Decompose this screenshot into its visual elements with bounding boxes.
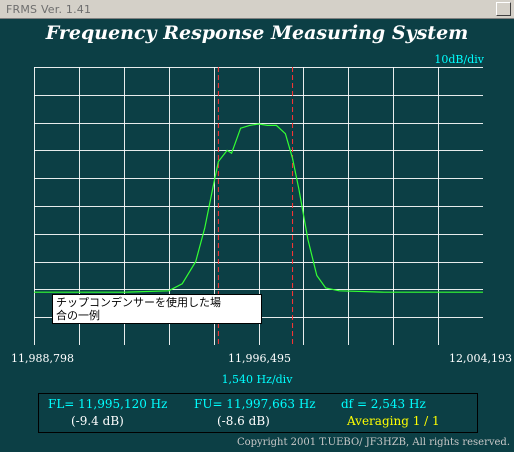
lower-frequency-readout: FL= 11,995,120 Hz — [48, 397, 168, 411]
bandwidth-readout: df = 2,543 Hz — [341, 397, 426, 411]
horizontal-scale-label: 1,540 Hz/div — [221, 373, 293, 386]
response-trace — [34, 123, 483, 293]
window-title-bar: FRMS Ver. 1.41 — [0, 0, 514, 19]
x-tick-left: 11,988,798 — [11, 352, 74, 365]
annotation-note-line-2: 合の一例 — [56, 309, 100, 322]
upper-frequency-readout: FU= 11,997,663 Hz — [194, 397, 316, 411]
measurement-results-panel: FL= 11,995,120 Hz (-9.4 dB) FU= 11,997,6… — [38, 393, 478, 433]
upper-frequency-level: (-8.6 dB) — [217, 414, 270, 428]
annotation-note: チップコンデンサーを使用した場 合の一例 — [52, 294, 262, 324]
x-tick-center: 11,996,495 — [228, 352, 291, 365]
copyright-notice: Copyright 2001 T.UEBO/ JF3HZB, All right… — [236, 437, 510, 448]
annotation-note-line-1: チップコンデンサーを使用した場 — [56, 296, 221, 309]
vertical-scale-label: 10dB/div — [434, 53, 484, 66]
lower-frequency-level: (-9.4 dB) — [71, 414, 124, 428]
averaging-readout: Averaging 1 / 1 — [347, 414, 440, 428]
x-tick-right: 12,004,193 — [449, 352, 512, 365]
window-title: FRMS Ver. 1.41 — [6, 3, 92, 16]
app-heading: Frequency Response Measuring System — [45, 22, 469, 44]
window-control-box[interactable] — [496, 2, 511, 16]
